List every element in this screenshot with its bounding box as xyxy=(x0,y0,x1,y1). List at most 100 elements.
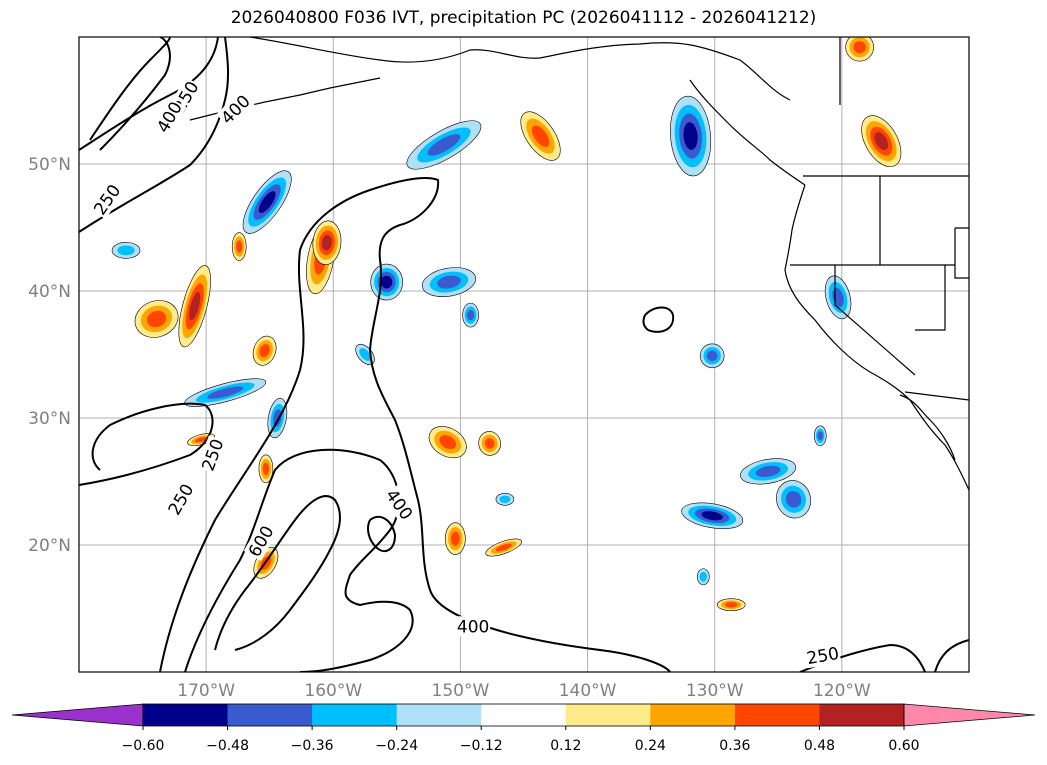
precip-feature-11 xyxy=(258,454,274,484)
precip-feature-24 xyxy=(681,502,744,530)
colorbar-tick-label: −0.60 xyxy=(122,738,165,754)
precip-shell xyxy=(701,511,723,521)
colorbar-segment xyxy=(565,704,651,726)
precip-shell xyxy=(853,40,866,54)
ivt-contour-250-nw xyxy=(79,37,219,151)
colorbar-segment xyxy=(143,704,229,726)
contour-label-bg xyxy=(152,97,187,137)
precip-shell xyxy=(439,435,457,450)
precip-shell xyxy=(322,235,332,251)
colorbar-tick-label: −0.48 xyxy=(206,738,249,754)
contour-label-bg xyxy=(216,90,255,129)
map-frame xyxy=(78,36,970,673)
lat-tick-label: 50°N xyxy=(28,155,71,175)
precip-shell xyxy=(427,134,461,156)
precip-feature-33 xyxy=(696,568,710,586)
colorbar-segment xyxy=(396,704,482,726)
contour-label-bg xyxy=(804,642,842,669)
colorbar-segment xyxy=(227,704,313,726)
precip-shell xyxy=(207,386,244,399)
precip-feature-34 xyxy=(111,242,141,259)
precip-shell xyxy=(484,438,495,449)
precip-feature-22 xyxy=(184,378,267,407)
precip-feature-20 xyxy=(421,267,476,297)
colorbar-tick-label: 0.12 xyxy=(550,738,581,754)
precip-feature-9 xyxy=(861,115,902,167)
precip-shell xyxy=(706,350,718,362)
precip-feature-29 xyxy=(699,343,725,369)
precip-shell xyxy=(699,571,707,582)
chart-title: 2026040800 F036 IVT, precipitation PC (2… xyxy=(230,8,817,28)
precip-shell xyxy=(785,490,802,508)
precip-shell xyxy=(189,292,201,321)
contour-label-9: 250 xyxy=(804,642,842,669)
precip-feature-6 xyxy=(478,431,502,456)
precip-feature-16 xyxy=(845,37,874,62)
ivt-contour-400-ar xyxy=(184,448,414,672)
contour-label-bg xyxy=(456,616,491,637)
colorbar-tick-label: 0.24 xyxy=(635,738,666,754)
baja-coast xyxy=(899,394,956,461)
us-west-coast xyxy=(784,184,969,491)
state-border-5 xyxy=(954,227,969,279)
precip-feature-18 xyxy=(242,170,292,234)
precip-feature-28 xyxy=(824,275,852,320)
precip-shell xyxy=(259,344,270,358)
lon-tick-label: 140°W xyxy=(559,681,617,701)
colorbar-tick-label: 0.48 xyxy=(804,738,835,754)
ivt-contour-250-w2 xyxy=(79,402,214,486)
lat-tick-label: 20°N xyxy=(28,536,71,556)
precip-shell xyxy=(755,465,781,477)
precip-feature-26 xyxy=(740,458,797,485)
colorbar-frame xyxy=(142,703,905,727)
precip-feature-5 xyxy=(428,426,467,459)
ivt-contour-400-small xyxy=(367,515,397,553)
contour-label-8: 400 xyxy=(456,616,491,637)
precip-feature-7 xyxy=(520,111,561,161)
contour-label-4: 250 xyxy=(197,435,228,475)
lon-tick-label: 120°W xyxy=(813,681,871,701)
bc-coast xyxy=(689,79,806,186)
colorbar-tick-label: −0.12 xyxy=(460,738,503,754)
lon-tick-label: 160°W xyxy=(304,681,362,701)
contour-label-bg xyxy=(89,179,125,220)
precip-feature-4 xyxy=(231,232,247,261)
ivt-contour-250-ar xyxy=(159,177,671,672)
colorbar: −0.60 −0.48 −0.36 −0.24 −0.12 0.12 0.24 0.36 0.4… xyxy=(11,703,1036,754)
colorbar-segment xyxy=(734,704,820,726)
precip-feature-0 xyxy=(178,265,211,348)
colorbar-tick-label: −0.36 xyxy=(291,738,334,754)
precip-shell xyxy=(499,495,511,503)
state-border-4 xyxy=(915,265,946,331)
colorbar-extend-high xyxy=(903,703,1036,727)
precip-shell xyxy=(683,122,698,150)
contour-label-bg xyxy=(381,484,418,525)
precip-shell xyxy=(467,309,475,321)
colorbar-extend-low xyxy=(11,703,144,727)
gridlines xyxy=(79,37,969,672)
precip-shell xyxy=(450,531,460,546)
precip-shell xyxy=(531,125,550,147)
precip-shell xyxy=(273,409,282,427)
contour-label-bg xyxy=(163,479,198,520)
precip-feature-15 xyxy=(716,598,746,611)
map-background xyxy=(79,37,969,672)
precip-shell xyxy=(437,275,461,289)
lon-tick-label: 170°W xyxy=(177,681,235,701)
axis-labels: 50°N 40°N 30°N 20°N 170°W 160°W 150°W 140°W 130°… xyxy=(28,155,871,701)
precip-shell xyxy=(262,462,269,475)
precip-shell xyxy=(817,431,823,441)
colorbar-segment xyxy=(650,704,736,726)
precip-shell xyxy=(725,601,738,608)
precip-feature-13 xyxy=(445,522,466,555)
lon-tick-label: 150°W xyxy=(432,681,490,701)
precip-feature-14 xyxy=(485,538,522,557)
precip-shell xyxy=(359,348,371,361)
lon-tick-label: 130°W xyxy=(686,681,744,701)
precip-shell xyxy=(146,310,167,328)
precip-feature-19 xyxy=(370,263,403,301)
precip-shell xyxy=(381,275,393,289)
lat-tick-label: 40°N xyxy=(28,282,71,302)
precip-feature-30 xyxy=(462,302,479,328)
